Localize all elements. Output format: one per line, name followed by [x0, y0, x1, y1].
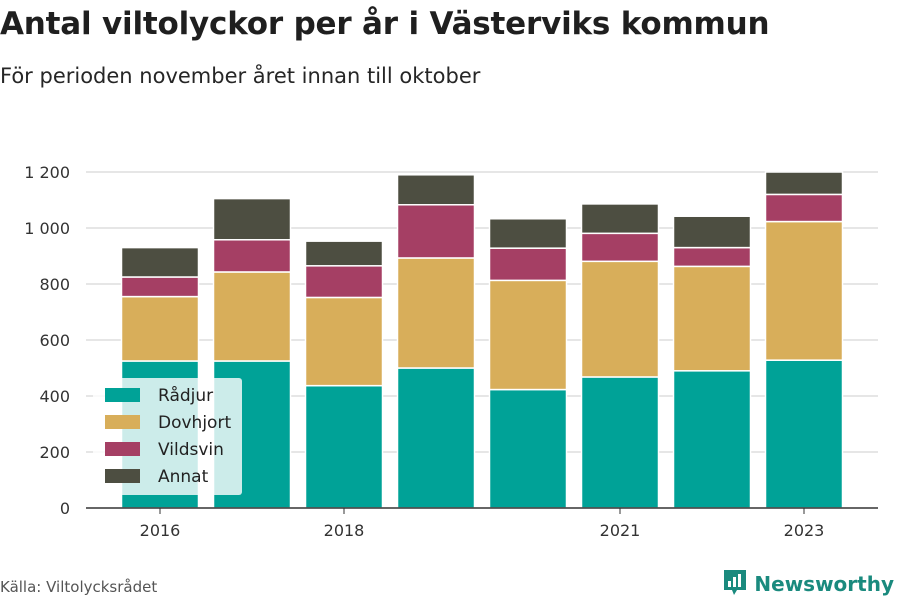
bar-segment[interactable] — [672, 215, 752, 249]
bar-segment[interactable] — [212, 239, 292, 273]
y-tick-label: 800 — [39, 275, 70, 294]
legend-label: Rådjur — [158, 385, 213, 406]
bar-segment[interactable] — [304, 384, 384, 509]
bar-segment[interactable] — [488, 279, 568, 391]
bar-segment[interactable] — [764, 193, 844, 223]
y-tick-label: 0 — [60, 499, 70, 518]
bar-segment[interactable] — [488, 247, 568, 282]
bar-segment[interactable] — [120, 295, 200, 362]
chart-subtitle: För perioden november året innan till ok… — [0, 64, 481, 88]
bar-segment[interactable] — [212, 197, 292, 241]
bar-segment[interactable] — [764, 220, 844, 361]
y-tick-label: 600 — [39, 331, 70, 350]
newsworthy-logo-icon — [722, 568, 748, 600]
legend-box — [93, 378, 242, 495]
bar-segment[interactable] — [396, 174, 476, 206]
bar-segment[interactable] — [672, 265, 752, 372]
legend-label: Annat — [158, 467, 209, 487]
bar-segment[interactable] — [396, 204, 476, 259]
bar-segment[interactable] — [304, 240, 384, 267]
brand-name: Newsworthy — [754, 572, 894, 596]
bar-segment[interactable] — [764, 171, 844, 196]
y-tick-label: 1 000 — [24, 219, 70, 238]
legend: Rådjur Dovhjort Vildsvin Annat — [93, 378, 242, 495]
bar-segment[interactable] — [488, 388, 568, 509]
bar-segment[interactable] — [396, 367, 476, 509]
legend-swatch — [105, 442, 140, 456]
x-tick-label: 2021 — [600, 521, 641, 540]
y-tick-label: 1 200 — [24, 163, 70, 182]
bar-segment[interactable] — [580, 203, 660, 235]
bar-segment[interactable] — [396, 257, 476, 369]
bar-segment[interactable] — [672, 246, 752, 268]
bar-segment[interactable] — [304, 265, 384, 299]
legend-label: Dovhjort — [158, 413, 231, 433]
source-note: Källa: Viltolycksrådet — [0, 578, 158, 596]
legend-label: Vildsvin — [158, 440, 224, 460]
bar-segment[interactable] — [488, 218, 568, 249]
bar-segment[interactable] — [580, 260, 660, 378]
axes: 0 200 400 600 800 1 000 1 200 2016 2018 2021 2023 — [24, 163, 878, 540]
y-tick-label: 400 — [39, 387, 70, 406]
bar-segment[interactable] — [120, 246, 200, 278]
bar-segment[interactable] — [580, 232, 660, 263]
bar-segment[interactable] — [764, 359, 844, 509]
x-tick-label: 2023 — [784, 521, 825, 540]
brand-logo[interactable]: Newsworthy — [722, 568, 894, 600]
chart-title: Antal viltolyckor per år i Västerviks ko… — [0, 6, 770, 42]
legend-swatch — [105, 469, 140, 483]
legend-swatch — [105, 415, 140, 429]
bar-segment[interactable] — [212, 271, 292, 362]
bar-segment[interactable] — [304, 296, 384, 387]
bar-segment[interactable] — [672, 370, 752, 509]
y-tick-label: 200 — [39, 443, 70, 462]
bar-segment[interactable] — [580, 376, 660, 509]
x-tick-label: 2018 — [324, 521, 365, 540]
x-tick-label: 2016 — [140, 521, 181, 540]
bar-segment[interactable] — [120, 276, 200, 298]
legend-swatch — [105, 388, 140, 402]
